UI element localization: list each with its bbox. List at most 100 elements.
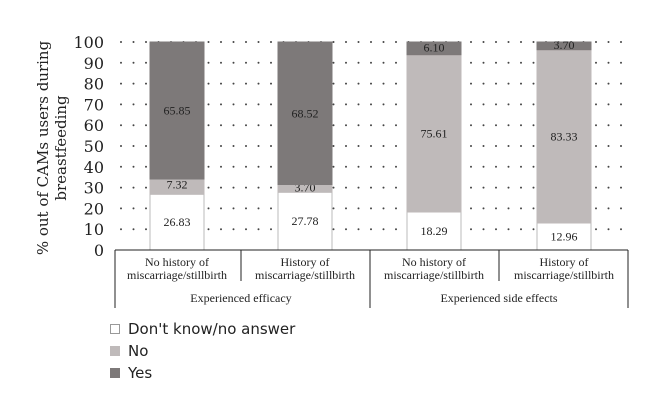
grid-dot <box>207 186 210 189</box>
grid-dot <box>145 61 147 64</box>
grid-dot <box>345 228 347 231</box>
y-tick-label: 80 <box>84 75 104 94</box>
grid-dot <box>345 61 347 64</box>
y-tick-label: 100 <box>73 33 104 52</box>
grid-dot <box>120 165 122 168</box>
grid-dot <box>220 82 222 85</box>
grid-dot <box>245 165 247 168</box>
grid-dot <box>607 103 610 106</box>
bars: 26.83 7.32 65.85 27.78 3.70 68.52 18.29 75.61 6.… <box>149 38 592 251</box>
bar-segment-no-2 <box>406 54 462 213</box>
grid-dot <box>370 61 372 64</box>
legend-item-dont-know: Don't know/no answer <box>110 318 295 340</box>
grid-dot <box>370 124 372 127</box>
grid-dot <box>620 228 622 231</box>
grid-dot <box>532 165 535 168</box>
grid-dot <box>207 41 210 43</box>
grid-dot <box>595 186 597 189</box>
grid-dot <box>495 103 497 106</box>
grid-dot <box>395 165 397 168</box>
grid-dot <box>395 41 397 43</box>
grid-dot <box>207 82 210 85</box>
grid-dot <box>257 145 260 147</box>
grid-dot <box>145 103 147 106</box>
data-label: 3.70 <box>554 38 575 52</box>
grid-dot <box>257 165 260 168</box>
data-label: 12.96 <box>551 230 578 244</box>
grid-dot <box>395 61 397 64</box>
grid-dot <box>357 124 360 127</box>
grid-dot <box>520 124 522 127</box>
grid-dot <box>332 145 335 147</box>
grid-dot <box>120 207 122 210</box>
grid-dot <box>232 207 235 210</box>
grid-dot <box>270 61 272 64</box>
grid-dot <box>607 82 610 85</box>
grid-dot <box>207 228 210 231</box>
y-tick-label: 70 <box>84 95 104 114</box>
grid-dot <box>607 124 610 127</box>
grid-dot <box>120 103 122 106</box>
x-group-label: Experienced efficacy <box>190 291 291 305</box>
grid-dot <box>207 207 210 210</box>
legend: Don't know/no answer No Yes <box>110 318 295 384</box>
grid-dot <box>220 41 222 43</box>
grid-dot <box>620 145 622 147</box>
grid-dot <box>620 207 622 210</box>
grid-dot <box>345 82 347 85</box>
grid-dot <box>595 228 597 231</box>
grid-dot <box>270 228 272 231</box>
grid-dot <box>532 186 535 189</box>
data-label: 7.32 <box>167 178 188 192</box>
grid-dot <box>370 145 372 147</box>
grid-dot <box>507 145 510 147</box>
grid-dot <box>532 61 535 64</box>
grid-dot <box>382 165 385 168</box>
grid-dot <box>495 124 497 127</box>
grid-dot <box>120 145 122 147</box>
grid-dot <box>607 186 610 189</box>
bar-segment-don-t-know-no-answer-2 <box>406 211 462 251</box>
x-category-label: miscarriage/stillbirth <box>255 268 355 282</box>
x-category-label: miscarriage/stillbirth <box>127 268 227 282</box>
grid-dot <box>232 41 235 43</box>
grid-dot <box>132 228 135 231</box>
grid-dot <box>495 228 497 231</box>
grid-dot <box>132 41 135 43</box>
grid-dot <box>370 103 372 106</box>
grid-dot <box>532 82 535 85</box>
grid-dot <box>345 145 347 147</box>
grid-dot <box>345 186 347 189</box>
grid-dot <box>470 145 472 147</box>
grid-dot <box>207 124 210 127</box>
grid-dot <box>132 124 135 127</box>
grid-dot <box>482 165 485 168</box>
grid-dot <box>482 103 485 106</box>
grid-dot <box>595 82 597 85</box>
legend-swatch-yes <box>110 368 120 378</box>
grid-dot <box>382 124 385 127</box>
grid-dot <box>220 103 222 106</box>
grid-dot <box>145 165 147 168</box>
grid-dot <box>332 207 335 210</box>
grid-dot <box>595 207 597 210</box>
grid-dot <box>145 41 147 43</box>
bar-segment-don-t-know-no-answer-0 <box>149 193 205 251</box>
grid-dot <box>520 61 522 64</box>
x-category-label: History of <box>540 255 589 269</box>
grid-dot <box>507 41 510 43</box>
grid-dot <box>245 186 247 189</box>
x-group-label: Experienced side effects <box>440 291 557 305</box>
grid-dot <box>495 145 497 147</box>
grid-dot <box>270 103 272 106</box>
grid-dot <box>332 82 335 85</box>
grid-dot <box>595 103 597 106</box>
grid-dot <box>345 165 347 168</box>
grid-dot <box>270 124 272 127</box>
grid-dot <box>470 103 472 106</box>
grid-dot <box>395 228 397 231</box>
grid-dot <box>607 145 610 147</box>
grid-dot <box>470 61 472 64</box>
